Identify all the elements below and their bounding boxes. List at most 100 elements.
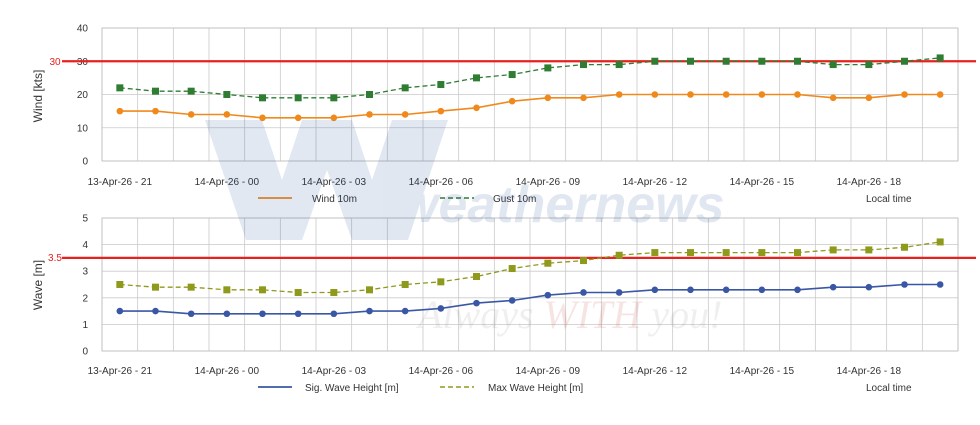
wave-series-secondary-point bbox=[187, 283, 195, 291]
wind-y-tick-label: 20 bbox=[77, 90, 89, 101]
wave-series-secondary-point bbox=[366, 286, 373, 294]
wind-series-primary-point bbox=[687, 91, 694, 98]
wind-series-primary-point bbox=[901, 91, 908, 98]
wave-series-primary-point bbox=[508, 297, 516, 304]
wave-series-secondary-point bbox=[508, 265, 516, 273]
wave-series-secondary-point bbox=[901, 243, 908, 251]
wind-series-primary-point bbox=[722, 91, 730, 98]
wind-series-primary-point bbox=[651, 91, 659, 98]
max-wave-legend-label: Max Wave Height [m] bbox=[488, 383, 583, 394]
wind-series-secondary-point bbox=[829, 61, 837, 69]
wave-series-secondary-point bbox=[223, 286, 231, 294]
wave-series-secondary-point bbox=[473, 273, 480, 281]
wave-series-primary-point bbox=[473, 299, 480, 307]
wave-series-secondary-point bbox=[687, 249, 694, 257]
wind-series-primary-point bbox=[473, 104, 480, 112]
wave-plot-frame bbox=[101, 217, 959, 352]
wave-series-secondary-point bbox=[865, 246, 873, 254]
wave-series-secondary-line bbox=[119, 241, 941, 294]
wind-series-primary-point bbox=[829, 94, 837, 102]
wave-local-time-label: Local time bbox=[866, 383, 912, 394]
wave-x-tick-label: 14-Apr-26 - 12 bbox=[623, 366, 688, 377]
wave-series-primary-point bbox=[794, 286, 801, 294]
wave-series-primary-point bbox=[829, 283, 837, 291]
wind-series-primary-point bbox=[508, 97, 516, 105]
wind-y-axis-label: Wind [kts] bbox=[31, 70, 45, 123]
wave-series-primary-point bbox=[544, 291, 552, 299]
wind-series-secondary-point bbox=[651, 57, 659, 65]
wave-series-primary-line bbox=[119, 283, 941, 315]
wave-series-primary-point bbox=[152, 307, 159, 315]
wave-series-primary-point bbox=[722, 286, 730, 294]
wave-series-secondary-point bbox=[615, 251, 623, 259]
wave-y-tick-label: 2 bbox=[82, 293, 88, 304]
wave-series-secondary-point bbox=[722, 249, 730, 257]
wind-series-secondary-point bbox=[473, 74, 480, 82]
wind-x-tick-label: 14-Apr-26 - 09 bbox=[516, 177, 581, 188]
wind-series-secondary-point bbox=[508, 71, 516, 79]
wave-series-secondary-point bbox=[437, 278, 445, 286]
wind-series-secondary-point bbox=[259, 94, 266, 102]
wind-series-secondary-point bbox=[366, 91, 373, 98]
wave-series-primary-point bbox=[758, 286, 766, 294]
wave-series-secondary-point bbox=[829, 246, 837, 254]
wave-series-secondary-point bbox=[259, 286, 266, 294]
wave-series-primary-point bbox=[580, 289, 587, 296]
wave-series-primary-point bbox=[865, 283, 873, 291]
wave-threshold-label: 3.5 bbox=[48, 253, 62, 264]
sig-wave-legend-label: Sig. Wave Height [m] bbox=[305, 383, 399, 394]
wave-y-tick-label: 1 bbox=[82, 320, 88, 331]
wind-threshold-label: 30 bbox=[49, 57, 61, 68]
wind-series-secondary-point bbox=[152, 87, 159, 95]
wave-x-tick-label: 14-Apr-26 - 18 bbox=[837, 366, 902, 377]
wind-series-secondary-point bbox=[294, 94, 302, 102]
wave-y-axis-label: Wave [m] bbox=[31, 260, 45, 310]
wind-y-tick-label: 40 bbox=[77, 24, 89, 35]
wind-series-secondary-point bbox=[901, 57, 908, 65]
watermark-slogan: Always WITH you! bbox=[415, 292, 722, 337]
wave-series-primary-point bbox=[437, 305, 445, 312]
wind-x-tick-label: 14-Apr-26 - 18 bbox=[837, 177, 902, 188]
wave-series-primary-point bbox=[223, 310, 231, 318]
wave-series-secondary-point bbox=[758, 249, 766, 257]
wind-legend-label: Wind 10m bbox=[312, 194, 357, 205]
wave-series-primary-point bbox=[936, 281, 944, 288]
wind-series-secondary-point bbox=[330, 94, 338, 102]
wave-series-primary-point bbox=[330, 310, 338, 318]
wni-logo-icon bbox=[205, 120, 448, 240]
wave-series-secondary-point bbox=[152, 283, 159, 291]
wave-plot: 0 1 2 3 4 5 13-Apr-26 - 21 14-Apr-26 - 00 14-Apr… bbox=[62, 214, 976, 377]
wave-series-primary-point bbox=[615, 289, 623, 296]
wind-series-primary-point bbox=[116, 107, 124, 115]
wave-series-secondary-point bbox=[544, 259, 552, 267]
wave-y-tick-label: 3 bbox=[82, 267, 88, 278]
wave-series-primary-point bbox=[651, 286, 659, 294]
wind-series-primary-line bbox=[119, 93, 941, 119]
wind-x-tick-label: 14-Apr-26 - 06 bbox=[409, 177, 474, 188]
wave-legend: Sig. Wave Height [m] Max Wave Height [m]… bbox=[258, 383, 912, 394]
wind-series-primary-point bbox=[615, 91, 623, 98]
wind-series-secondary-point bbox=[401, 84, 409, 92]
wave-y-tick-label: 5 bbox=[82, 214, 88, 225]
wind-series-primary-point bbox=[758, 91, 766, 98]
wind-series-secondary-point bbox=[187, 87, 195, 95]
wind-series-primary-point bbox=[187, 111, 195, 118]
wind-series-primary-point bbox=[330, 114, 338, 122]
wave-x-tick-label: 14-Apr-26 - 03 bbox=[302, 366, 367, 377]
watermark-brand-text: weathernews bbox=[398, 176, 725, 234]
wind-series-primary-point bbox=[294, 114, 302, 122]
wave-x-tick-label: 14-Apr-26 - 06 bbox=[409, 366, 474, 377]
wind-series-secondary-point bbox=[687, 57, 694, 65]
wave-series-primary-point bbox=[116, 307, 124, 315]
wind-series-secondary-point bbox=[794, 57, 801, 65]
wind-series-primary-point bbox=[401, 111, 409, 118]
wave-series-primary-point bbox=[687, 286, 694, 294]
wind-series-secondary-point bbox=[544, 64, 552, 72]
wave-series-secondary-point bbox=[401, 281, 409, 288]
wave-series-secondary-point bbox=[936, 238, 944, 246]
wind-series-primary-point bbox=[223, 111, 231, 118]
wind-series-secondary-point bbox=[758, 57, 766, 65]
wave-x-tick-label: 14-Apr-26 - 00 bbox=[195, 366, 260, 377]
wind-y-tick-label: 10 bbox=[77, 123, 89, 134]
